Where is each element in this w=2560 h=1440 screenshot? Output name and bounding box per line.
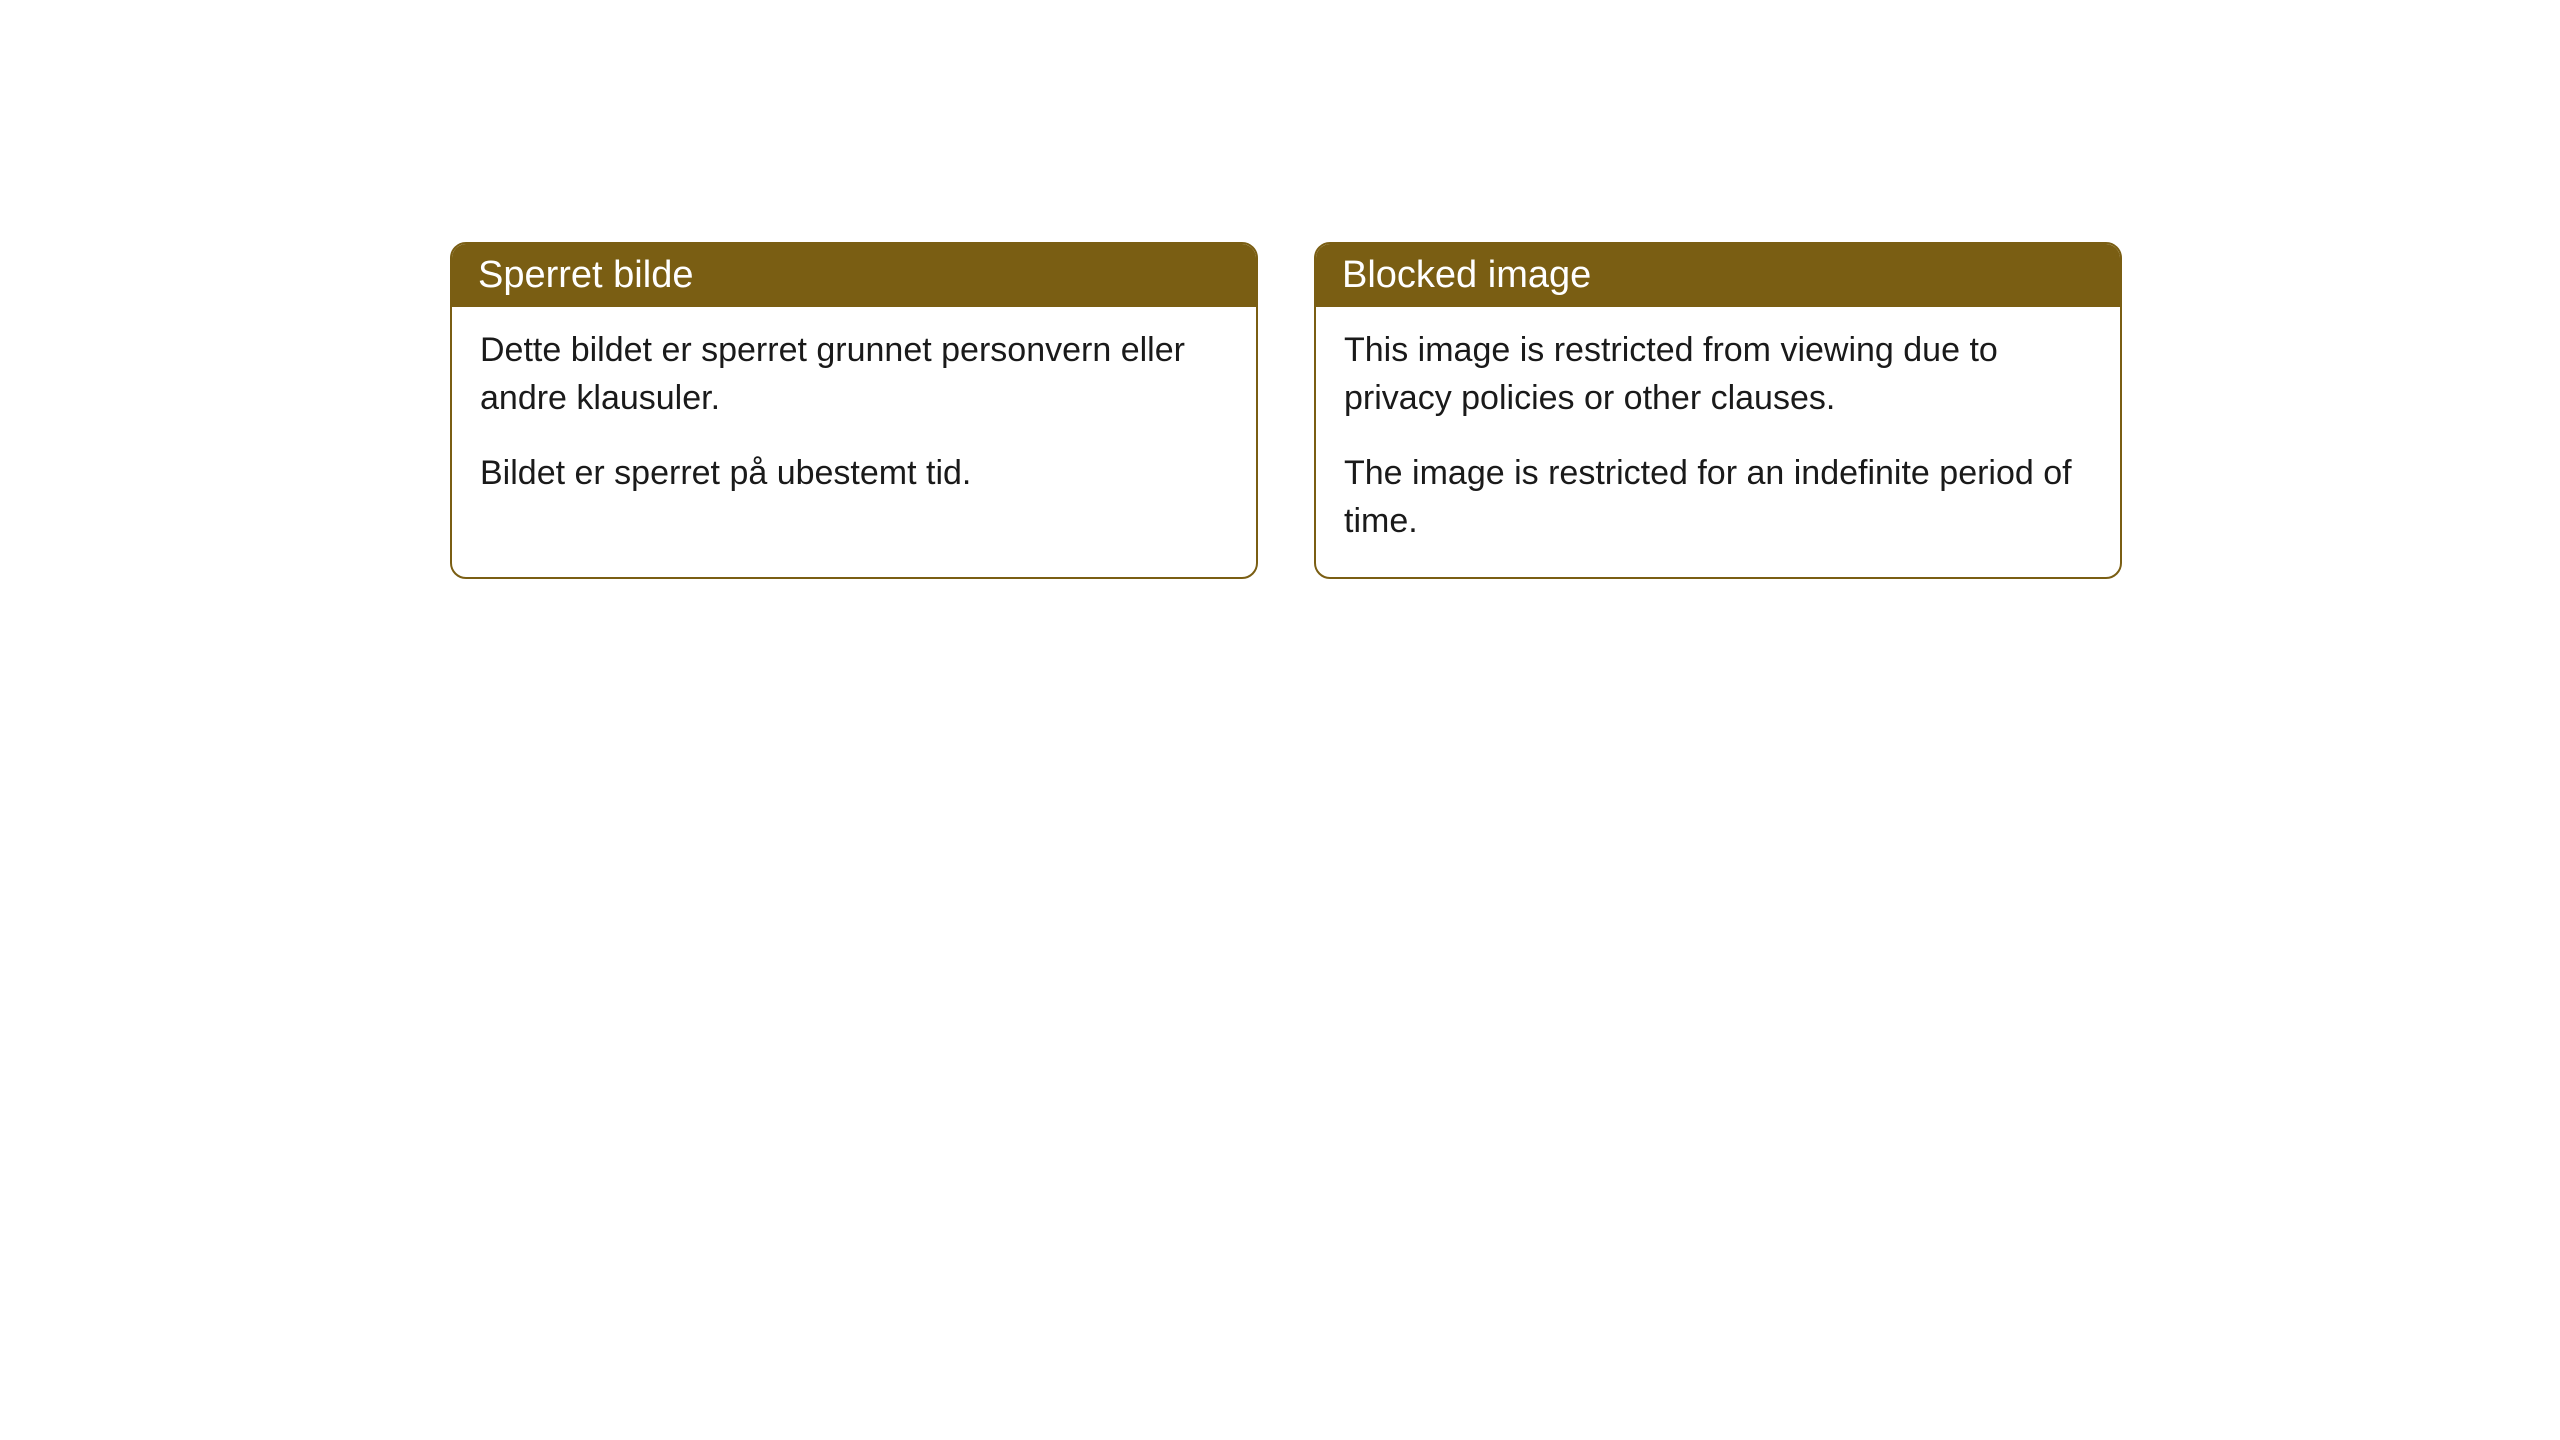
- card-paragraph: Dette bildet er sperret grunnet personve…: [480, 327, 1228, 422]
- card-paragraph: Bildet er sperret på ubestemt tid.: [480, 450, 1228, 498]
- card-header-norwegian: Sperret bilde: [452, 244, 1256, 307]
- card-title: Blocked image: [1342, 254, 1591, 296]
- card-english: Blocked image This image is restricted f…: [1314, 242, 2122, 579]
- card-title: Sperret bilde: [478, 254, 693, 296]
- card-header-english: Blocked image: [1316, 244, 2120, 307]
- card-paragraph: This image is restricted from viewing du…: [1344, 327, 2092, 422]
- card-body-norwegian: Dette bildet er sperret grunnet personve…: [452, 307, 1256, 530]
- card-body-english: This image is restricted from viewing du…: [1316, 307, 2120, 577]
- cards-container: Sperret bilde Dette bildet er sperret gr…: [450, 242, 2122, 579]
- card-paragraph: The image is restricted for an indefinit…: [1344, 450, 2092, 545]
- card-norwegian: Sperret bilde Dette bildet er sperret gr…: [450, 242, 1258, 579]
